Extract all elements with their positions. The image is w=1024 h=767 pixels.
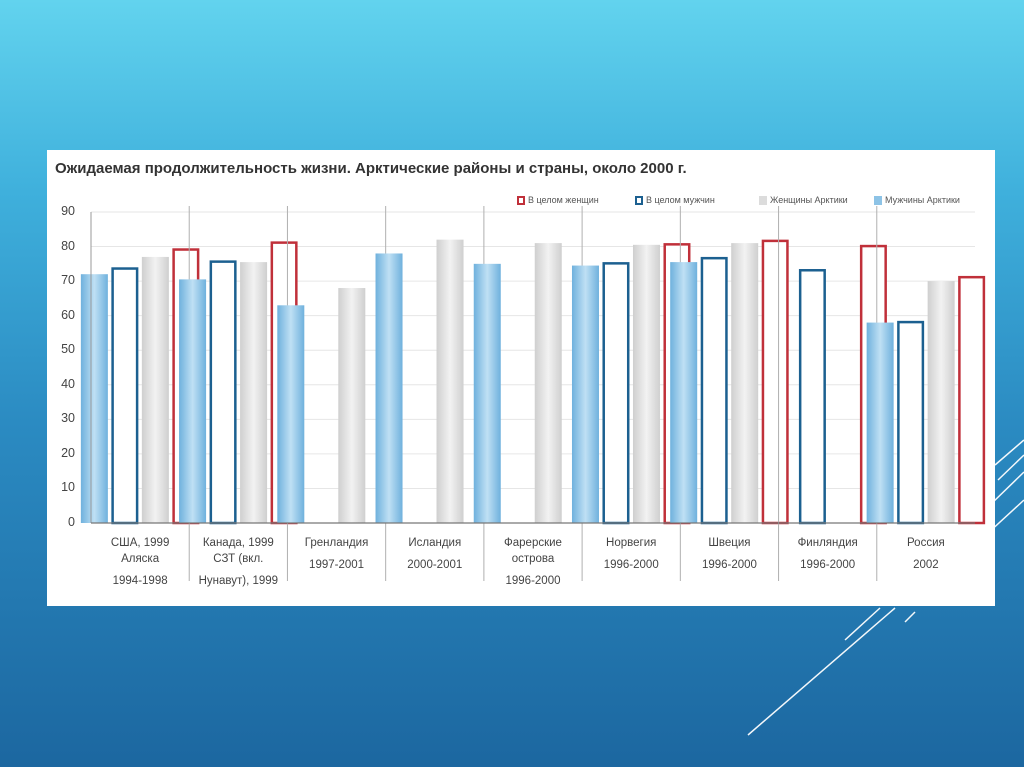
- category-label: Финляндия 1996-2000: [779, 535, 877, 573]
- legend-label: В целом мужчин: [646, 195, 715, 205]
- category-label-line: Нунавут), 1999: [198, 575, 279, 587]
- bar-arctic-women: [436, 239, 464, 523]
- category-label: Канада, 1999 СЗТ (вкл. Нунавут), 1999: [189, 535, 287, 589]
- legend-swatch: [517, 195, 525, 205]
- legend-swatch: [635, 195, 643, 205]
- deco-line: [747, 607, 896, 736]
- y-tick-label: 20: [61, 445, 75, 460]
- category-label-line: Норвегия: [606, 537, 657, 549]
- category-label: Норвегия 1996-2000: [582, 535, 680, 573]
- category-label-line: Гренландия: [304, 537, 369, 549]
- bar-total-men: [111, 267, 139, 525]
- bar-arctic-men: [375, 253, 403, 523]
- y-tick-label: 30: [61, 411, 75, 426]
- y-tick-label: 50: [61, 342, 75, 357]
- category-label-line: 1996-2000: [505, 575, 561, 587]
- category-label-line: 1994-1998: [112, 575, 168, 587]
- bar-arctic-women: [632, 244, 660, 524]
- bar-chart: [80, 206, 986, 581]
- category-label-line: США, 1999: [110, 537, 170, 549]
- bar-arctic-men: [866, 322, 894, 523]
- y-tick-label: 60: [61, 307, 75, 322]
- legend-item-total-women: В целом женщин: [517, 195, 599, 205]
- category-label: Россия 2002: [877, 535, 975, 573]
- category-label: Исландия 2000-2001: [386, 535, 484, 573]
- y-tick-label: 70: [61, 273, 75, 288]
- bar-total-men: [209, 260, 237, 525]
- bar-arctic-men: [670, 262, 698, 523]
- legend-swatch: [874, 195, 882, 205]
- legend-item-total-men: В целом мужчин: [635, 195, 715, 205]
- category-label-line: 1996-2000: [701, 559, 757, 571]
- bar-arctic-men: [571, 265, 599, 523]
- category-label-line: 1996-2000: [603, 559, 659, 571]
- bar-total-men: [897, 320, 925, 525]
- legend-swatch: [759, 195, 767, 205]
- category-label-line: 2002: [913, 559, 939, 571]
- category-label: США, 1999 Аляска 1994-1998: [91, 535, 189, 589]
- category-label-line: Канада, 1999: [202, 537, 274, 549]
- bar-arctic-women: [927, 281, 955, 523]
- bar-arctic-women: [141, 256, 169, 523]
- bar-arctic-men: [277, 305, 305, 523]
- y-tick-label: 80: [61, 238, 75, 253]
- legend-label: Мужчины Арктики: [885, 195, 960, 205]
- category-label-line: Россия: [907, 537, 945, 549]
- bar-arctic-women: [731, 243, 759, 523]
- legend-label: Женщины Арктики: [770, 195, 848, 205]
- bar-total-women: [958, 275, 986, 525]
- y-tick-label: 10: [61, 480, 75, 495]
- bar-arctic-women: [534, 243, 562, 523]
- category-label: Фарерские острова 1996-2000: [484, 535, 582, 589]
- bar-arctic-women: [338, 288, 366, 523]
- legend-item-arctic-men: Мужчины Арктики: [874, 195, 960, 205]
- y-tick-label: 0: [68, 515, 75, 529]
- bar-total-men: [798, 269, 826, 525]
- y-tick-label: 40: [61, 376, 75, 391]
- bar-arctic-men: [179, 279, 207, 523]
- chart-title: Ожидаемая продолжительность жизни. Аркти…: [55, 160, 687, 177]
- bar-arctic-men: [473, 263, 501, 523]
- deco-line: [904, 611, 916, 623]
- category-label: Швеция 1996-2000: [680, 535, 778, 573]
- category-label: Гренландия 1997-2001: [287, 535, 385, 573]
- bar-total-women: [761, 239, 789, 525]
- deco-line: [989, 471, 1024, 506]
- legend-label: В целом женщин: [528, 195, 599, 205]
- category-label-line: Швеция: [708, 537, 751, 549]
- bar-arctic-men: [80, 274, 108, 523]
- bar-arctic-women: [240, 262, 268, 523]
- category-label-line: Исландия: [408, 537, 462, 549]
- deco-line: [844, 607, 881, 641]
- bar-total-men: [602, 262, 630, 525]
- category-label-line: 1996-2000: [800, 559, 856, 571]
- deco-line: [994, 439, 1024, 466]
- category-label-line: 1997-2001: [309, 559, 365, 571]
- legend-item-arctic-women: Женщины Арктики: [759, 195, 848, 205]
- category-label-line: Фарерские: [504, 537, 562, 549]
- category-label-line: Финляндия: [797, 537, 858, 549]
- category-label-line: острова: [511, 553, 555, 565]
- bar-total-men: [700, 256, 728, 525]
- category-label-line: СЗТ (вкл.: [213, 553, 264, 565]
- chart-panel: Ожидаемая продолжительность жизни. Аркти…: [47, 150, 995, 606]
- y-tick-label: 90: [61, 204, 75, 218]
- deco-line: [997, 454, 1024, 481]
- category-label-line: 2000-2001: [407, 559, 463, 571]
- category-label-line: Аляска: [121, 553, 160, 565]
